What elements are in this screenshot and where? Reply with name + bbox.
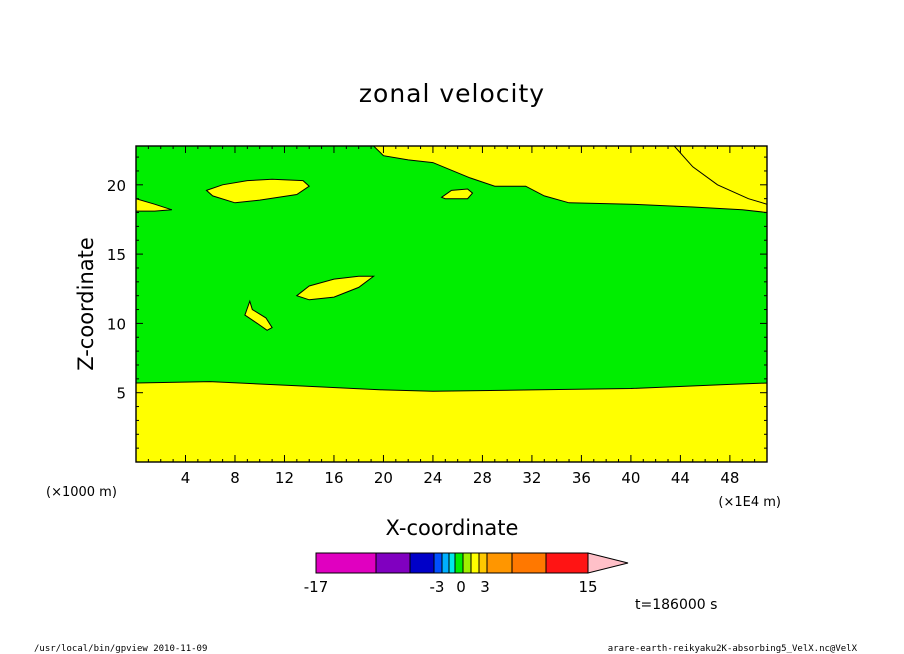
x-tick-label: 8: [230, 469, 240, 487]
upper-right-layer-fill: [372, 146, 767, 214]
footer-left: /usr/local/bin/gpview 2010-11-09: [34, 644, 207, 654]
y-tick-label: 5: [116, 385, 126, 403]
x-tick-label: 40: [621, 469, 640, 487]
island-d-fill: [244, 299, 273, 331]
colorbar-segment: [448, 552, 456, 574]
colorbar-tick-label: -3: [430, 578, 445, 596]
colorbar-segment: [433, 552, 443, 574]
footer-right: arare-earth-reikyaku2K-absorbing5_VelX.n…: [608, 644, 858, 654]
y-tick-label: 10: [107, 315, 126, 333]
y-axis-label: Z-coordinate: [74, 237, 98, 371]
colorbar-segment: [409, 552, 435, 574]
x-tick-label: 24: [423, 469, 442, 487]
time-label: t=186000 s: [635, 597, 717, 613]
x-unit-right: (×1E4 m): [718, 495, 781, 510]
colorbar-extension: [587, 552, 629, 574]
colorbar-segment: [454, 552, 464, 574]
colorbar-segment: [486, 552, 513, 574]
colorbar-segment: [315, 552, 377, 574]
x-tick-label: 16: [324, 469, 343, 487]
colorbar-segment: [470, 552, 480, 574]
x-tick-label: 20: [374, 469, 393, 487]
colorbar-segment: [441, 552, 450, 574]
colorbar-tick-label: 0: [456, 578, 466, 596]
y-tick-label: 15: [107, 246, 126, 264]
colorbar-segment: [545, 552, 589, 574]
x-unit-left: (×1000 m): [46, 485, 117, 500]
x-tick-label: 32: [522, 469, 541, 487]
x-tick-label: 48: [720, 469, 739, 487]
left-edge-sliver-fill: [136, 198, 173, 212]
colorbar-tick-label: -17: [304, 578, 329, 596]
island-b-fill: [440, 188, 474, 200]
x-tick-label: 44: [671, 469, 690, 487]
lower-layer-fill: [136, 381, 767, 462]
plot-frame: [135, 145, 768, 463]
x-tick-label: 12: [275, 469, 294, 487]
colorbar-segment: [375, 552, 411, 574]
colorbar-tick-label: 3: [480, 578, 490, 596]
colorbar-segment: [462, 552, 472, 574]
x-tick-label: 36: [572, 469, 591, 487]
x-tick-label: 4: [181, 469, 191, 487]
x-axis-label: X-coordinate: [386, 516, 519, 540]
contour-line-corner: [673, 146, 767, 205]
colorbar-segment: [511, 552, 547, 574]
colorbar: -17 -3 0 3 15: [304, 552, 629, 596]
island-a-fill: [205, 178, 311, 204]
colorbar-tick-label: 15: [578, 578, 597, 596]
colorbar-segment: [478, 552, 488, 574]
x-tick-label: 28: [473, 469, 492, 487]
chart-title: zonal velocity: [359, 79, 545, 108]
island-c-fill: [295, 275, 376, 301]
y-tick-label: 20: [107, 177, 126, 195]
